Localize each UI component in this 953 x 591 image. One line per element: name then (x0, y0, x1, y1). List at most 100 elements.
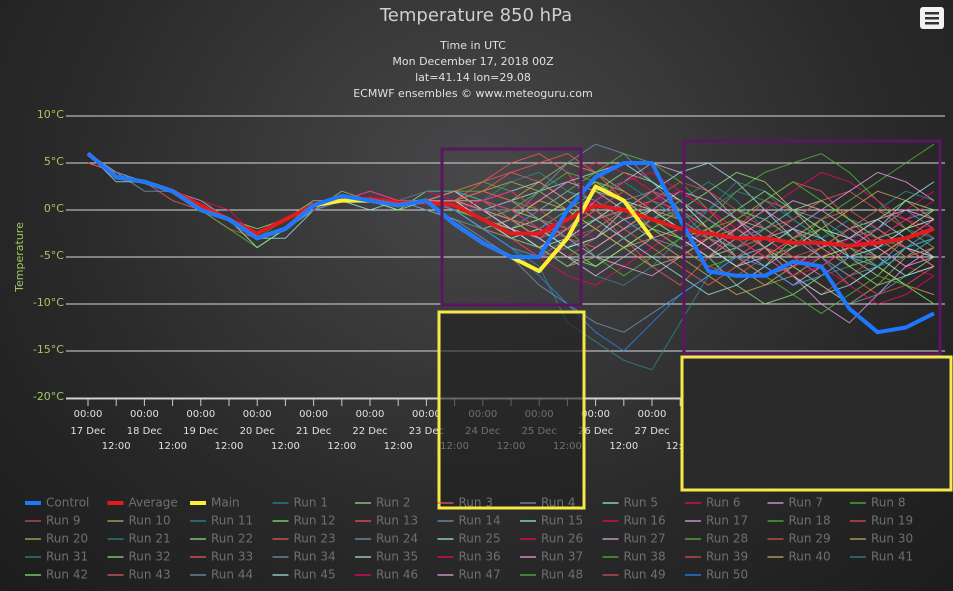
legend-item[interactable]: Run 32 (107, 550, 171, 564)
legend-item[interactable]: Run 29 (767, 532, 831, 546)
legend-label[interactable]: Run 40 (789, 550, 831, 564)
legend-label[interactable]: Run 49 (624, 568, 666, 582)
legend-label[interactable]: Run 30 (871, 532, 913, 546)
legend-item[interactable]: Run 18 (767, 514, 831, 528)
legend-label[interactable]: Run 34 (294, 550, 336, 564)
legend-label[interactable]: Run 22 (211, 532, 253, 546)
legend-item[interactable]: Run 44 (190, 568, 253, 582)
legend-label[interactable]: Run 3 (459, 496, 493, 510)
legend-item[interactable]: Run 7 (767, 496, 823, 510)
legend-label[interactable]: Run 44 (211, 568, 253, 582)
legend-label[interactable]: Control (46, 496, 89, 510)
legend-label[interactable]: Run 45 (294, 568, 336, 582)
legend-label[interactable]: Run 26 (541, 532, 583, 546)
legend-item[interactable]: Control (25, 496, 89, 510)
legend-item[interactable]: Run 3 (437, 496, 493, 510)
legend-label[interactable]: Run 31 (46, 550, 88, 564)
legend-label[interactable]: Run 37 (541, 550, 583, 564)
legend-label[interactable]: Run 36 (459, 550, 501, 564)
legend-label[interactable]: Run 11 (211, 514, 253, 528)
legend-item[interactable]: Run 49 (602, 568, 666, 582)
legend-label[interactable]: Run 25 (459, 532, 501, 546)
legend-item[interactable]: Run 20 (25, 532, 88, 546)
legend-item[interactable]: Run 17 (685, 514, 748, 528)
legend-item[interactable]: Run 10 (107, 514, 171, 528)
legend-item[interactable]: Run 35 (355, 550, 418, 564)
legend-label[interactable]: Run 32 (129, 550, 171, 564)
legend-label[interactable]: Run 9 (46, 514, 80, 528)
legend-item[interactable]: Run 37 (520, 550, 583, 564)
legend-item[interactable]: Run 11 (190, 514, 253, 528)
legend-label[interactable]: Run 20 (46, 532, 88, 546)
legend-item[interactable]: Run 26 (520, 532, 583, 546)
legend-item[interactable]: Run 46 (355, 568, 418, 582)
legend-label[interactable]: Run 16 (624, 514, 666, 528)
legend-label[interactable]: Run 43 (129, 568, 171, 582)
legend-label[interactable]: Run 12 (294, 514, 336, 528)
legend-item[interactable]: Run 27 (602, 532, 666, 546)
legend-label[interactable]: Run 1 (294, 496, 328, 510)
legend-label[interactable]: Run 27 (624, 532, 666, 546)
legend-item[interactable]: Run 6 (685, 496, 740, 510)
legend-item[interactable]: Run 25 (437, 532, 501, 546)
legend-label[interactable]: Run 6 (706, 496, 740, 510)
legend-item[interactable]: Run 41 (850, 550, 913, 564)
legend-label[interactable]: Run 21 (129, 532, 171, 546)
legend-label[interactable]: Run 14 (459, 514, 501, 528)
legend-label[interactable]: Run 48 (541, 568, 583, 582)
legend-item[interactable]: Run 13 (355, 514, 418, 528)
legend-item[interactable]: Run 12 (272, 514, 336, 528)
legend-item[interactable]: Run 28 (685, 532, 748, 546)
legend-item[interactable]: Run 24 (355, 532, 418, 546)
legend-label[interactable]: Run 35 (376, 550, 418, 564)
legend-label[interactable]: Run 10 (129, 514, 171, 528)
legend-item[interactable]: Run 23 (272, 532, 336, 546)
legend-label[interactable]: Run 18 (789, 514, 831, 528)
legend-item[interactable]: Run 19 (850, 514, 913, 528)
legend-item[interactable]: Run 50 (685, 568, 748, 582)
legend-item[interactable]: Run 36 (437, 550, 501, 564)
legend-label[interactable]: Run 47 (459, 568, 501, 582)
legend-label[interactable]: Run 46 (376, 568, 418, 582)
legend-label[interactable]: Run 4 (541, 496, 575, 510)
legend-label[interactable]: Run 7 (789, 496, 823, 510)
legend-item[interactable]: Run 21 (107, 532, 171, 546)
legend-item[interactable]: Run 1 (272, 496, 328, 510)
legend-item[interactable]: Run 34 (272, 550, 336, 564)
legend-label[interactable]: Run 23 (294, 532, 336, 546)
legend-label[interactable]: Run 2 (376, 496, 410, 510)
legend-label[interactable]: Run 5 (624, 496, 658, 510)
legend-item[interactable]: Run 9 (25, 514, 80, 528)
legend-label[interactable]: Run 15 (541, 514, 583, 528)
legend-item[interactable]: Run 47 (437, 568, 501, 582)
legend-label[interactable]: Run 24 (376, 532, 418, 546)
legend-item[interactable]: Run 42 (25, 568, 88, 582)
legend-item[interactable]: Run 38 (602, 550, 666, 564)
legend-item[interactable]: Run 22 (190, 532, 253, 546)
legend-label[interactable]: Run 19 (871, 514, 913, 528)
legend-item[interactable]: Run 14 (437, 514, 501, 528)
legend-item[interactable]: Main (190, 496, 240, 510)
legend-item[interactable]: Average (107, 496, 178, 510)
legend-item[interactable]: Run 39 (685, 550, 748, 564)
legend-item[interactable]: Run 30 (850, 532, 913, 546)
legend-label[interactable]: Run 29 (789, 532, 831, 546)
legend-item[interactable]: Run 4 (520, 496, 575, 510)
legend-label[interactable]: Run 8 (871, 496, 905, 510)
legend-label[interactable]: Run 13 (376, 514, 418, 528)
legend-item[interactable]: Run 5 (602, 496, 658, 510)
legend-label[interactable]: Main (211, 496, 240, 510)
legend-label[interactable]: Run 28 (706, 532, 748, 546)
legend-label[interactable]: Run 39 (706, 550, 748, 564)
legend-item[interactable]: Run 16 (602, 514, 666, 528)
legend-label[interactable]: Run 33 (211, 550, 253, 564)
legend-item[interactable]: Run 31 (25, 550, 88, 564)
legend-label[interactable]: Average (129, 496, 178, 510)
legend-item[interactable]: Run 2 (355, 496, 410, 510)
legend-label[interactable]: Run 50 (706, 568, 748, 582)
legend-label[interactable]: Run 42 (46, 568, 88, 582)
legend-item[interactable]: Run 40 (767, 550, 831, 564)
legend-item[interactable]: Run 45 (272, 568, 336, 582)
legend-label[interactable]: Run 38 (624, 550, 666, 564)
legend-item[interactable]: Run 33 (190, 550, 253, 564)
